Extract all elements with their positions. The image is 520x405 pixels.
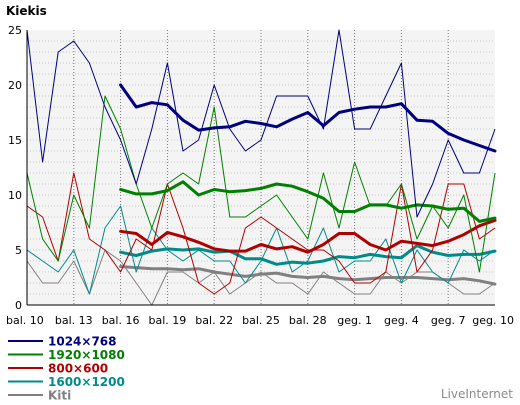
series-daily-line (26, 29, 496, 218)
legend-label: 1024×768 (48, 335, 117, 349)
plot-background (27, 30, 495, 305)
plot-area (27, 30, 495, 305)
series-trend-line (119, 265, 497, 286)
y-tick-label: 10 (8, 189, 22, 202)
series-daily-line (26, 172, 496, 295)
x-tick-label: bal. 22 (195, 314, 233, 327)
series-0 (26, 29, 497, 218)
legend-label: 1920×1080 (48, 348, 125, 362)
x-tick-label: geg. 7 (431, 314, 466, 327)
y-tick-label: 15 (8, 134, 22, 147)
y-tick-label: 0 (15, 299, 22, 312)
series-trend-line (119, 218, 497, 254)
series-3 (26, 205, 497, 295)
x-tick-label: bal. 19 (149, 314, 187, 327)
x-tick-label: bal. 28 (289, 314, 327, 327)
y-tick-label: 20 (8, 79, 22, 92)
y-axis: 0 5 10 15 20 25 (8, 24, 28, 312)
series-daily-line (26, 205, 496, 295)
legend-label: 1600×1200 (48, 375, 125, 389)
x-tick-label: geg. 10 (472, 314, 514, 327)
x-tick-label: bal. 25 (242, 314, 280, 327)
x-tick-label: bal. 10 (6, 314, 44, 327)
x-tick-label: bal. 13 (55, 314, 93, 327)
x-axis: bal. 10 bal. 13 bal. 16 bal. 19 bal. 22 bal. … (6, 304, 514, 327)
series-daily-line (26, 95, 496, 273)
series-layer (26, 29, 497, 306)
y-tick-label: 5 (15, 244, 22, 257)
x-tick-label: geg. 1 (337, 314, 372, 327)
legend-label: Kiti (48, 389, 71, 403)
series-trend-line (119, 244, 497, 266)
legend-label: 800×600 (48, 362, 108, 376)
series-2 (26, 172, 497, 295)
watermark: LiveInternet (441, 387, 513, 401)
chart-title: Kiekis (6, 4, 47, 18)
x-tick-label: geg. 4 (384, 314, 419, 327)
series-trend-line (119, 83, 497, 153)
y-tick-label: 25 (8, 24, 22, 37)
series-1 (26, 95, 497, 273)
x-tick-label: bal. 16 (102, 314, 140, 327)
series-trend-line (119, 180, 497, 223)
